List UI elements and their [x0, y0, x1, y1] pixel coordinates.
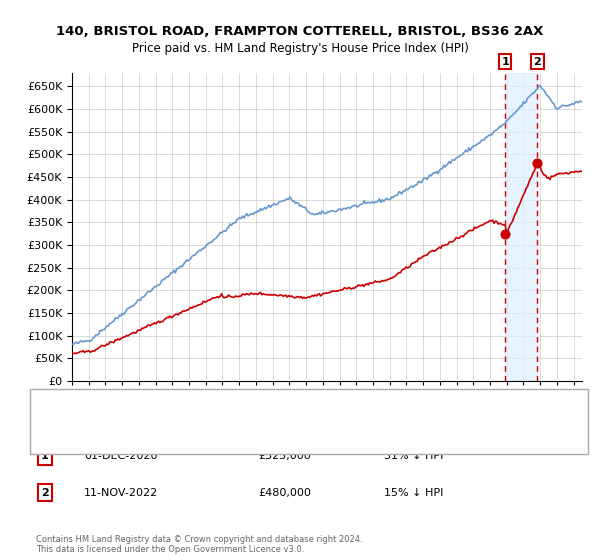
Text: Contains HM Land Registry data © Crown copyright and database right 2024.
This d: Contains HM Land Registry data © Crown c…: [36, 535, 362, 554]
Bar: [505, 73, 538, 381]
Point: [500, 229, 510, 238]
Text: 31% ↓ HPI: 31% ↓ HPI: [384, 451, 443, 461]
Point: [533, 159, 542, 168]
Text: 140, BRISTOL ROAD, FRAMPTON COTTERELL, BRISTOL, BS36 2AX: 140, BRISTOL ROAD, FRAMPTON COTTERELL, B…: [56, 25, 544, 38]
Text: £480,000: £480,000: [258, 488, 311, 498]
Text: £325,000: £325,000: [258, 451, 311, 461]
Text: 2: 2: [41, 488, 49, 498]
Text: 15% ↓ HPI: 15% ↓ HPI: [384, 488, 443, 498]
Text: 01-DEC-2020: 01-DEC-2020: [84, 451, 157, 461]
Text: 2: 2: [533, 57, 541, 67]
Legend: 140, BRISTOL ROAD, FRAMPTON COTTERELL, BRISTOL, BS36 2AX (detached house), HPI: : 140, BRISTOL ROAD, FRAMPTON COTTERELL, B…: [46, 405, 460, 437]
Text: 1: 1: [41, 451, 49, 461]
Text: 11-NOV-2022: 11-NOV-2022: [84, 488, 158, 498]
Text: 1: 1: [502, 57, 509, 67]
Text: Price paid vs. HM Land Registry's House Price Index (HPI): Price paid vs. HM Land Registry's House …: [131, 42, 469, 55]
